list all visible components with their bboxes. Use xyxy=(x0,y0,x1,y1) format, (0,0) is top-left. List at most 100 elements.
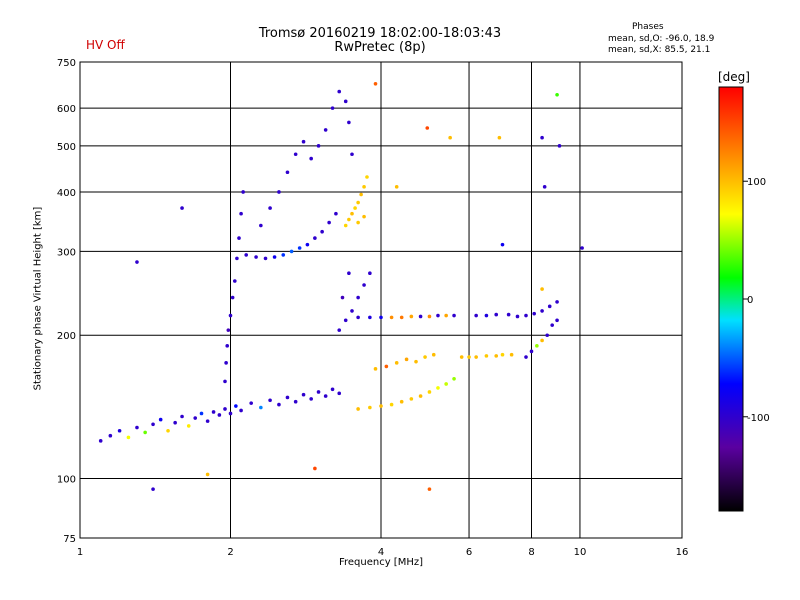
data-point xyxy=(337,89,342,94)
data-point xyxy=(166,428,170,433)
data-point xyxy=(205,419,210,423)
data-point xyxy=(404,357,409,362)
data-point xyxy=(259,405,263,410)
data-point xyxy=(452,377,456,381)
data-point xyxy=(427,314,432,319)
data-point xyxy=(228,411,233,416)
data-point xyxy=(356,407,360,411)
data-point xyxy=(532,311,536,316)
data-point xyxy=(423,355,427,359)
plot-frame xyxy=(79,61,683,539)
y-tick-label: 100 xyxy=(57,475,76,486)
y-tick-label: 75 xyxy=(63,534,76,545)
data-point xyxy=(418,394,423,398)
axes-layer: 1 2 4 6 8 10 16 75 100 200 300 400 500 600 750 xyxy=(57,58,688,558)
phases-o-stats: mean, sd,O: -96.0, 18.9 xyxy=(608,34,715,44)
data-point xyxy=(448,135,452,140)
x-tick-label: 8 xyxy=(528,547,534,558)
data-point xyxy=(323,394,328,398)
data-point xyxy=(356,220,360,225)
data-point xyxy=(305,242,310,247)
data-point xyxy=(347,217,351,222)
data-point xyxy=(350,309,354,313)
data-point xyxy=(524,355,528,359)
data-point xyxy=(365,175,369,179)
data-point xyxy=(232,279,237,283)
data-point xyxy=(542,185,547,189)
data-point xyxy=(316,390,321,394)
data-point xyxy=(353,206,357,210)
x-axis-label: Frequency [MHz] xyxy=(338,557,424,568)
data-point xyxy=(362,185,366,189)
data-point xyxy=(334,211,338,216)
data-point xyxy=(323,128,328,132)
data-point xyxy=(350,152,354,157)
data-point xyxy=(193,416,198,420)
data-point xyxy=(327,220,331,225)
data-point xyxy=(347,271,351,276)
data-point xyxy=(414,359,418,364)
data-point xyxy=(368,271,372,276)
x-tick-label: 1 xyxy=(77,547,83,558)
data-point xyxy=(259,223,263,228)
data-point xyxy=(524,313,528,318)
data-point xyxy=(244,253,249,257)
data-point xyxy=(135,260,139,264)
colorbar-ticks: 100 0 -100 xyxy=(743,177,770,424)
data-point xyxy=(268,398,272,403)
data-point xyxy=(436,386,440,390)
data-point xyxy=(444,382,448,386)
x-tick-label: 2 xyxy=(227,547,233,558)
data-point xyxy=(362,283,366,287)
data-point xyxy=(249,401,253,405)
data-point xyxy=(535,344,539,348)
data-point xyxy=(301,392,306,397)
data-point xyxy=(309,397,313,401)
data-point xyxy=(228,313,233,318)
grid-layer xyxy=(80,62,682,538)
data-point xyxy=(108,433,113,438)
colorbar-label: [deg] xyxy=(718,70,750,84)
data-point xyxy=(226,328,231,332)
data-point xyxy=(343,223,348,228)
data-point xyxy=(237,236,241,240)
data-point xyxy=(484,354,489,358)
data-point xyxy=(368,315,372,320)
data-point xyxy=(373,81,378,86)
data-point xyxy=(309,156,313,161)
data-point xyxy=(98,439,103,443)
data-point xyxy=(379,315,383,320)
data-point xyxy=(515,314,520,319)
data-point xyxy=(180,414,184,419)
data-point xyxy=(234,404,238,408)
data-point xyxy=(509,352,514,357)
data-point xyxy=(230,295,235,300)
data-point xyxy=(281,253,286,257)
data-point xyxy=(293,152,298,157)
data-point xyxy=(474,355,478,359)
colorbar xyxy=(718,86,744,512)
data-point xyxy=(444,313,448,318)
data-point xyxy=(158,417,163,422)
data-point xyxy=(217,413,222,417)
data-point xyxy=(540,338,544,343)
data-point xyxy=(285,170,290,175)
data-point xyxy=(399,399,404,404)
data-point xyxy=(347,120,351,125)
data-point xyxy=(289,249,294,254)
data-point xyxy=(409,397,414,401)
data-point xyxy=(384,364,389,369)
colorbar-tick-label: -100 xyxy=(747,413,770,424)
data-point xyxy=(205,472,210,477)
data-point xyxy=(373,367,378,371)
chart-title: Tromsø 20160219 18:02:00-18:03:43 xyxy=(258,26,502,41)
x-tick-label: 10 xyxy=(574,547,587,558)
data-point xyxy=(297,246,302,250)
x-tick-label: 6 xyxy=(466,547,472,558)
data-point xyxy=(436,313,440,318)
data-point xyxy=(389,402,394,407)
y-tick-label: 200 xyxy=(57,331,76,342)
data-point xyxy=(500,242,505,247)
data-point xyxy=(368,405,372,410)
